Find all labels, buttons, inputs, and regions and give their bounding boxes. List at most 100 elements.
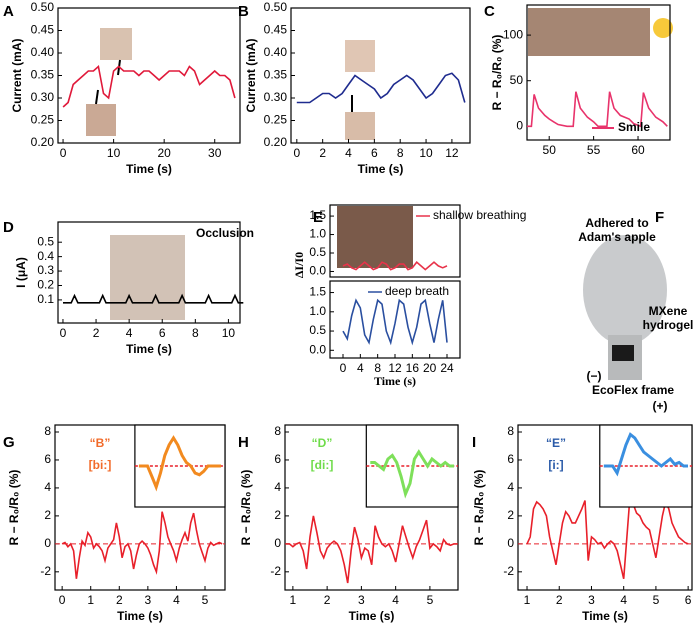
x-tick-label: 0 — [293, 146, 300, 160]
x-axis-label: Time (s) — [358, 162, 404, 176]
x-tick-label: 0 — [59, 593, 66, 607]
inset-line — [138, 435, 221, 492]
y-tick-label: -2 — [270, 564, 281, 578]
y-tick-label: 0.3 — [37, 263, 54, 277]
x-axis-label: Time (s) — [126, 342, 172, 356]
data-line — [342, 298, 448, 346]
y-tick-label: 0.30 — [31, 90, 55, 104]
y-tick-label: 8 — [507, 424, 514, 438]
annotation: hydrogel — [643, 318, 694, 332]
data-line — [527, 91, 668, 128]
y-tick-label: 2 — [274, 508, 281, 522]
x-tick-label: 2 — [93, 326, 100, 340]
y-tick-label: 8 — [44, 424, 51, 438]
x-tick-label: 10 — [222, 326, 236, 340]
inset-line — [603, 432, 688, 477]
x-tick-label: 2 — [324, 593, 331, 607]
x-tick-label: 20 — [423, 361, 437, 375]
x-tick-label: 2 — [319, 146, 326, 160]
y-tick-label: 0.0 — [309, 264, 326, 278]
y-tick-label: 0.40 — [264, 45, 288, 59]
x-tick-label: 12 — [388, 361, 402, 375]
y-tick-label: 1.5 — [309, 208, 326, 222]
photo — [345, 112, 375, 140]
x-tick-label: 2 — [116, 593, 123, 607]
x-tick-label: 0 — [340, 361, 347, 375]
x-tick-label: 8 — [397, 146, 404, 160]
panel-label: B — [238, 3, 249, 20]
y-tick-label: -2 — [503, 564, 514, 578]
y-tick-label: 0.40 — [31, 45, 55, 59]
x-tick-label: 20 — [157, 146, 171, 160]
y-tick-label: 6 — [274, 452, 281, 466]
x-tick-label: 6 — [685, 593, 692, 607]
annotation: MXene — [649, 304, 688, 318]
y-axis-label: R − R₀/R₀ (%) — [472, 470, 486, 546]
y-tick-label: 0.45 — [264, 23, 288, 37]
y-tick-label: 6 — [507, 452, 514, 466]
legend-label: Smile — [618, 120, 650, 134]
data-line — [342, 261, 448, 271]
plot-frame — [526, 4, 671, 141]
inset-line — [370, 449, 454, 499]
x-tick-label: 4 — [357, 361, 364, 375]
y-tick-label: 0.20 — [31, 135, 55, 149]
data-line — [63, 293, 244, 304]
x-tick-label: 16 — [406, 361, 420, 375]
panel-label: A — [3, 3, 14, 20]
y-tick-label: 0 — [507, 536, 514, 550]
panel-label: G — [3, 434, 15, 451]
x-tick-label: 1 — [87, 593, 94, 607]
y-tick-label: 8 — [274, 424, 281, 438]
y-axis-label: R − R₀/R₀ (%) — [490, 35, 504, 111]
y-tick-label: 4 — [507, 480, 514, 494]
x-tick-label: 50 — [543, 143, 557, 157]
photo — [345, 40, 375, 72]
y-axis-label: ΔI/I0 — [292, 252, 306, 278]
photo — [528, 8, 650, 56]
plot-frame — [329, 204, 461, 278]
y-tick-label: 0.20 — [264, 135, 288, 149]
x-axis-label: Time (s) — [117, 609, 163, 623]
annotation: “D” — [312, 436, 333, 450]
plot-frame — [57, 221, 241, 324]
y-tick-label: 0.50 — [264, 0, 288, 14]
y-tick-label: 0.5 — [309, 323, 326, 337]
connector — [95, 89, 99, 105]
sensor — [612, 345, 634, 361]
legend-label: deep breath — [385, 284, 449, 298]
annotation: [bi:] — [89, 458, 112, 472]
y-tick-label: 0.50 — [31, 0, 55, 14]
x-tick-label: 5 — [653, 593, 660, 607]
legend-label: shallow breathing — [433, 208, 526, 222]
photo — [337, 206, 413, 268]
x-tick-label: 3 — [358, 593, 365, 607]
y-tick-label: 1.0 — [309, 304, 326, 318]
x-tick-label: 4 — [345, 146, 352, 160]
y-tick-label: 0 — [516, 118, 523, 132]
x-tick-label: 3 — [588, 593, 595, 607]
y-tick-label: 0.0 — [309, 342, 326, 356]
x-tick-label: 12 — [445, 146, 459, 160]
y-tick-label: 0 — [44, 536, 51, 550]
y-axis-label: I (μA) — [14, 257, 28, 288]
y-tick-label: -2 — [40, 564, 51, 578]
y-tick-label: 50 — [510, 73, 524, 87]
x-tick-label: 4 — [392, 593, 399, 607]
x-tick-label: 10 — [419, 146, 433, 160]
data-line — [61, 511, 223, 579]
x-tick-label: 24 — [440, 361, 454, 375]
panel-label: D — [3, 219, 14, 236]
x-tick-label: 5 — [427, 593, 434, 607]
x-tick-label: 1 — [524, 593, 531, 607]
x-tick-label: 5 — [202, 593, 209, 607]
y-tick-label: 0.45 — [31, 23, 55, 37]
emoji — [653, 18, 673, 38]
y-axis-label: R − R₀/R₀ (%) — [239, 470, 253, 546]
x-tick-label: 6 — [159, 326, 166, 340]
y-tick-label: 0.4 — [37, 249, 54, 263]
y-tick-label: 0 — [274, 536, 281, 550]
x-tick-label: 2 — [556, 593, 563, 607]
plot-frame — [57, 7, 241, 144]
y-tick-label: 4 — [274, 480, 281, 494]
